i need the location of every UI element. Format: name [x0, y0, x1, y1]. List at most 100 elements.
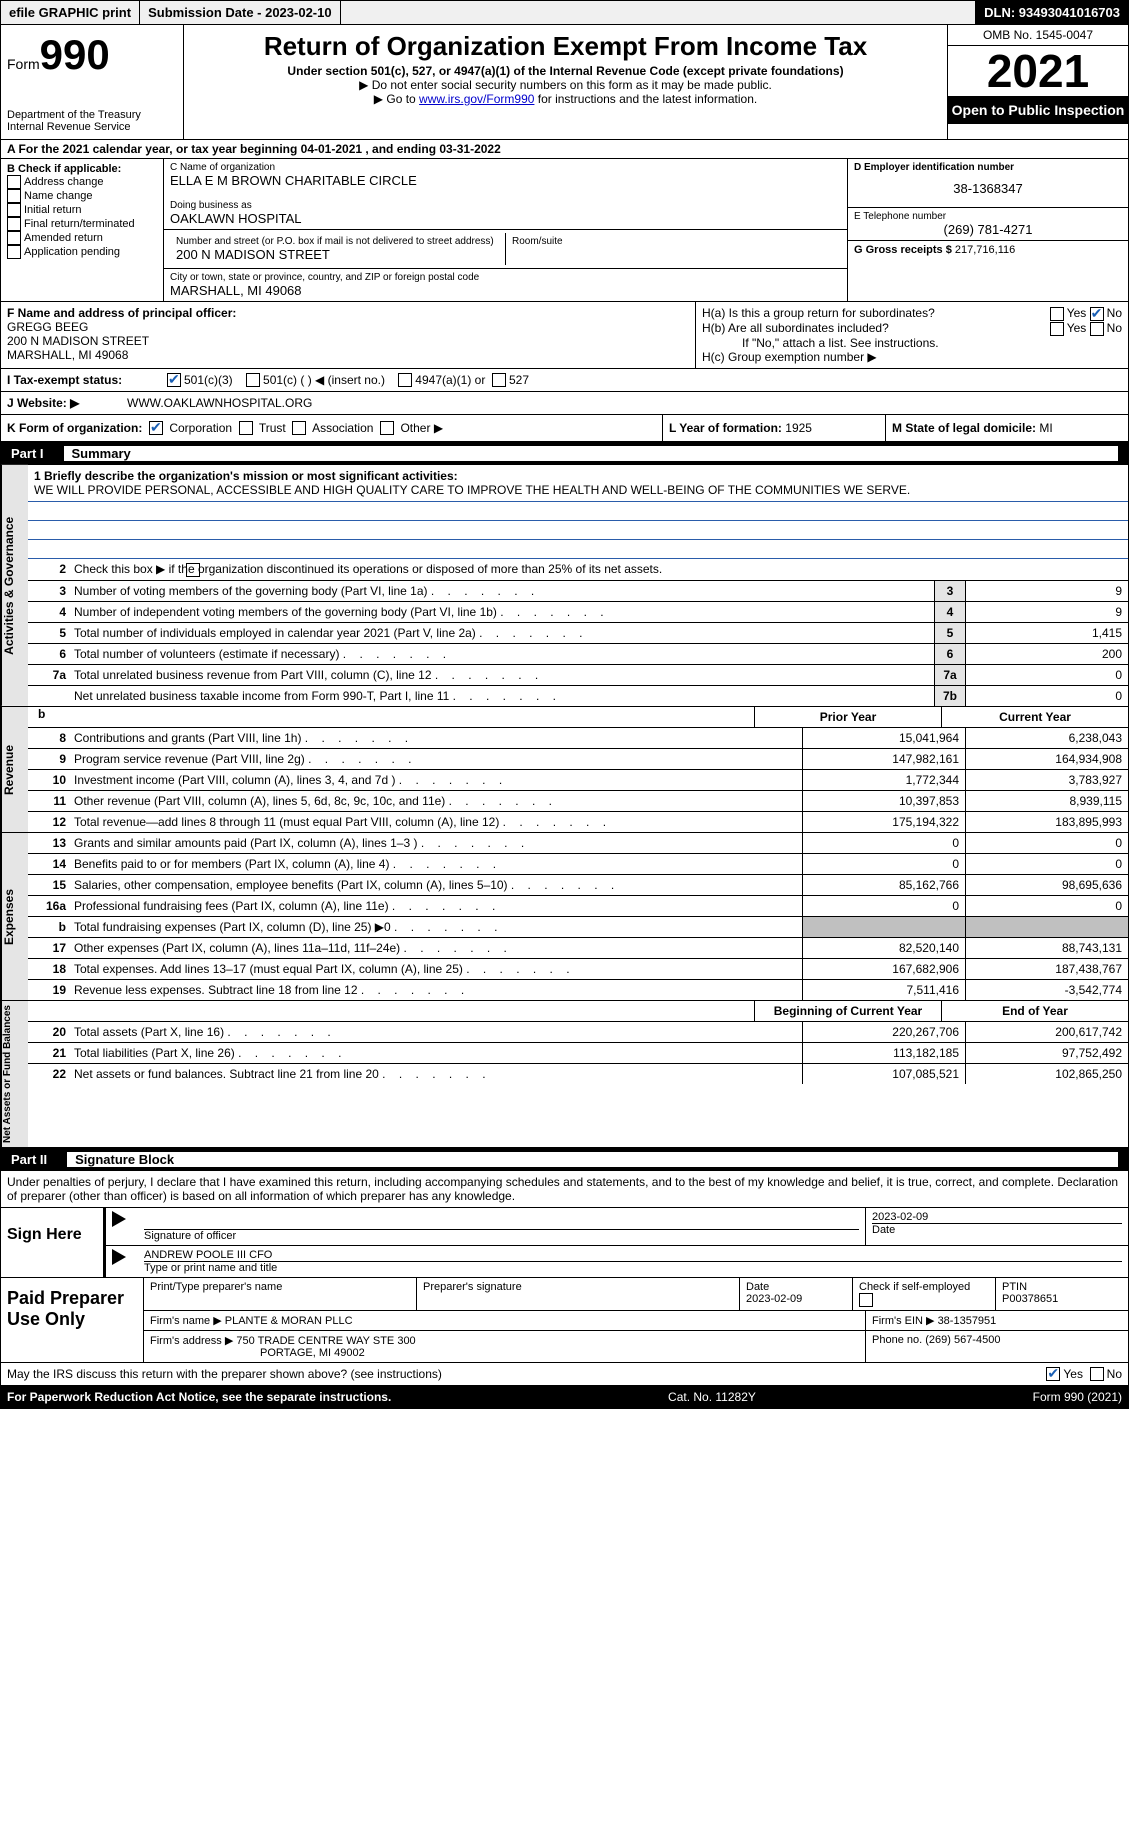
k-assoc: Association: [312, 421, 373, 435]
cb-self-employed[interactable]: [859, 1293, 873, 1307]
tab-rev: Revenue: [1, 707, 28, 832]
part1-num: Part I: [11, 446, 64, 461]
cb-4947[interactable]: [398, 373, 412, 387]
form-subtitle: Under section 501(c), 527, or 4947(a)(1)…: [192, 64, 939, 78]
note2-post: for instructions and the latest informat…: [534, 92, 757, 106]
part2-num: Part II: [11, 1152, 67, 1167]
discuss-q: May the IRS discuss this return with the…: [7, 1367, 442, 1381]
k-corp: Corporation: [169, 421, 232, 435]
cb-name-change[interactable]: [7, 189, 21, 203]
lbl-amended: Amended return: [24, 232, 103, 244]
efile-label: efile GRAPHIC print: [1, 1, 140, 24]
hdr-beg-year: Beginning of Current Year: [754, 1001, 941, 1021]
hb-no: No: [1107, 321, 1122, 335]
table-row: bTotal fundraising expenses (Part IX, co…: [28, 917, 1128, 938]
prep-self-emp: Check if self-employed: [859, 1281, 970, 1293]
mission-block: 1 Briefly describe the organization's mi…: [28, 465, 1128, 502]
irs-link[interactable]: www.irs.gov/Form990: [419, 92, 534, 106]
l-val: 1925: [785, 421, 812, 435]
part2-title: Signature Block: [67, 1152, 1118, 1167]
l-label: L Year of formation:: [669, 421, 782, 435]
org-name: ELLA E M BROWN CHARITABLE CIRCLE: [170, 173, 841, 188]
cb-hb-yes[interactable]: [1050, 322, 1064, 336]
tab-net: Net Assets or Fund Balances: [1, 1001, 28, 1147]
table-row: 9Program service revenue (Part VIII, lin…: [28, 749, 1128, 770]
section-gov: Activities & Governance 1 Briefly descri…: [0, 465, 1129, 707]
tab-exp: Expenses: [1, 833, 28, 1000]
cb-trust[interactable]: [239, 421, 253, 435]
table-row: 3Number of voting members of the governi…: [28, 581, 1128, 602]
lbl-address-change: Address change: [24, 176, 104, 188]
cb-hb-no[interactable]: [1090, 322, 1104, 336]
ha-no: No: [1107, 306, 1122, 320]
row-klm: K Form of organization: Corporation Trus…: [0, 415, 1129, 443]
prep-date: 2023-02-09: [746, 1293, 802, 1305]
officer-city: MARSHALL, MI 49068: [7, 348, 689, 362]
k-trust: Trust: [259, 421, 286, 435]
cb-initial-return[interactable]: [7, 203, 21, 217]
dept-treasury: Department of the Treasury Internal Reve…: [7, 109, 177, 133]
ein-label: D Employer identification number: [854, 162, 1122, 173]
row-a-text: A For the 2021 calendar year, or tax yea…: [7, 142, 501, 156]
discuss-yes: Yes: [1063, 1367, 1083, 1381]
col-d-ein: D Employer identification number 38-1368…: [847, 159, 1128, 301]
cb-line2[interactable]: [186, 563, 200, 577]
col-f-officer: F Name and address of principal officer:…: [1, 302, 695, 368]
cb-ha-yes[interactable]: [1050, 307, 1064, 321]
cb-501c3[interactable]: [167, 373, 181, 387]
cb-assoc[interactable]: [292, 421, 306, 435]
cb-address-change[interactable]: [7, 175, 21, 189]
i-4947: 4947(a)(1) or: [415, 373, 485, 387]
cb-amended[interactable]: [7, 231, 21, 245]
discuss-no: No: [1107, 1367, 1122, 1381]
k-label: K Form of organization:: [7, 421, 142, 435]
firm-name-label: Firm's name ▶: [150, 1315, 222, 1327]
hb-yes: Yes: [1067, 321, 1087, 335]
prep-title: Paid Preparer Use Only: [1, 1278, 144, 1362]
mission-blank3: [28, 540, 1128, 559]
table-row: 14Benefits paid to or for members (Part …: [28, 854, 1128, 875]
prep-date-label: Date: [746, 1281, 769, 1293]
table-row: 19Revenue less expenses. Subtract line 1…: [28, 980, 1128, 1000]
cb-ha-no[interactable]: [1090, 307, 1104, 321]
part2-header: Part II Signature Block: [0, 1148, 1129, 1171]
part1-title: Summary: [64, 446, 1118, 461]
form-num-big: 990: [40, 31, 110, 78]
table-row: 21Total liabilities (Part X, line 26)113…: [28, 1043, 1128, 1064]
sig-date-label: Date: [872, 1223, 1122, 1236]
org-name-label: C Name of organization: [170, 162, 841, 173]
open-to-public: Open to Public Inspection: [948, 96, 1128, 124]
table-row: 18Total expenses. Add lines 13–17 (must …: [28, 959, 1128, 980]
table-row: 4Number of independent voting members of…: [28, 602, 1128, 623]
section-exp: Expenses 13Grants and similar amounts pa…: [0, 833, 1129, 1001]
cb-app-pending[interactable]: [7, 245, 21, 259]
mission-blank2: [28, 521, 1128, 540]
cb-discuss-no[interactable]: [1090, 1367, 1104, 1381]
cb-527[interactable]: [492, 373, 506, 387]
h-note: If "No," attach a list. See instructions…: [702, 336, 1122, 350]
note2-pre: ▶ Go to: [374, 92, 419, 106]
table-row: 12Total revenue—add lines 8 through 11 (…: [28, 812, 1128, 832]
table-row: 17Other expenses (Part IX, column (A), l…: [28, 938, 1128, 959]
section-rev: Revenue b Prior Year Current Year 8Contr…: [0, 707, 1129, 833]
paid-preparer-block: Paid Preparer Use Only Print/Type prepar…: [0, 1278, 1129, 1363]
i-501c3: 501(c)(3): [184, 373, 233, 387]
note-ssn: ▶ Do not enter social security numbers o…: [192, 78, 939, 92]
cb-501c[interactable]: [246, 373, 260, 387]
cb-discuss-yes[interactable]: [1046, 1367, 1060, 1381]
i-label: I Tax-exempt status:: [7, 373, 167, 387]
col-h-group: H(a) Is this a group return for subordin…: [695, 302, 1128, 368]
form-word: Form: [7, 56, 40, 72]
sig-of-officer-label: Signature of officer: [144, 1229, 859, 1242]
ha-label: H(a) Is this a group return for subordin…: [702, 306, 935, 321]
cb-corp[interactable]: [149, 421, 163, 435]
table-row: 7aTotal unrelated business revenue from …: [28, 665, 1128, 686]
cb-other[interactable]: [380, 421, 394, 435]
website-url[interactable]: WWW.OAKLAWNHOSPITAL.ORG: [127, 396, 312, 410]
cb-final-return[interactable]: [7, 217, 21, 231]
top-bar: efile GRAPHIC print Submission Date - 20…: [0, 0, 1129, 25]
ptin-val: P00378651: [1002, 1293, 1058, 1305]
officer-name: GREGG BEEG: [7, 320, 689, 334]
street-label: Number and street (or P.O. box if mail i…: [176, 236, 499, 247]
line2-text: Check this box ▶ if the organization dis…: [74, 562, 662, 576]
